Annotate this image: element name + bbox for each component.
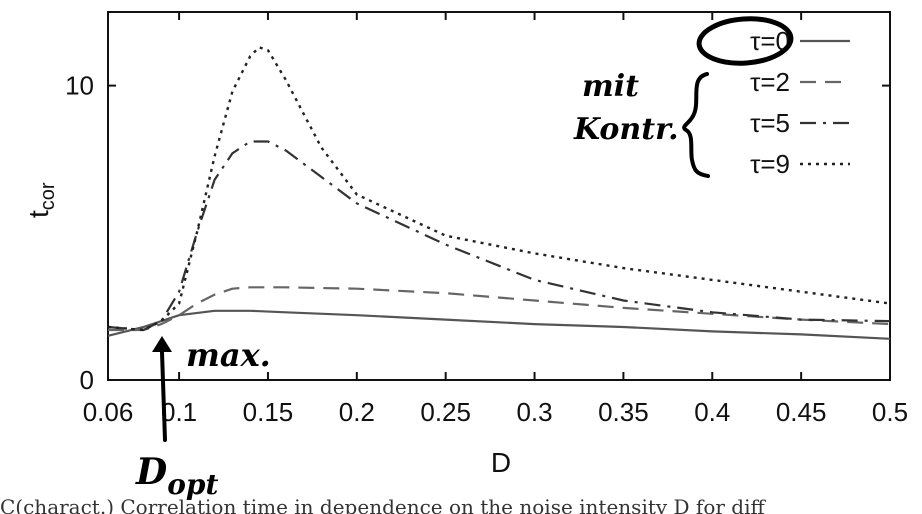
x-tick-label: 0.4	[694, 397, 730, 427]
annotation-dopt: Dopt	[135, 451, 218, 501]
series-line-tau-0	[107, 309, 891, 340]
legend-label: τ=2	[750, 67, 790, 97]
x-tick-label: 0.25	[420, 397, 471, 427]
figure-caption: C(charact.) Correlation time in dependen…	[0, 495, 766, 514]
series-line-tau-2	[107, 140, 891, 332]
y-axis-title-main: t	[23, 210, 54, 218]
series-line-tau-1	[108, 286, 891, 332]
annotation-kontr: Kontr.	[573, 112, 679, 147]
annotation-arrow-head	[152, 336, 172, 352]
x-axis-title: D	[491, 447, 511, 478]
plot-frame	[107, 11, 891, 381]
y-tick-label: 10	[65, 71, 94, 101]
legend: τ=0τ=2τ=5τ=9	[750, 26, 850, 179]
legend-circle-annotation	[696, 16, 794, 66]
annotation-mit: mit	[582, 69, 639, 104]
y-axis-title: tcor	[23, 182, 59, 218]
legend-label: τ=9	[750, 149, 790, 179]
series-lines	[107, 46, 891, 340]
x-tick-label: 0.1	[161, 397, 197, 427]
annotation-brace	[682, 72, 710, 178]
annotation-max: max.	[186, 336, 271, 374]
x-tick-label: 0.06	[83, 397, 134, 427]
x-tick-label: 0.35	[598, 397, 649, 427]
x-tick-label: 0.2	[339, 397, 375, 427]
axis-ticks: 0.06 0.1 0.15 0.2 0.25 0.3 0.35 0.4 0.45 0.5 0 10	[65, 12, 908, 427]
y-axis-title-sub: cor	[37, 182, 59, 210]
x-tick-label: 0.5	[872, 397, 908, 427]
annotation-arrow-shaft	[160, 350, 167, 442]
y-tick-label: 0	[80, 365, 94, 395]
x-tick-label: 0.3	[516, 397, 552, 427]
annotation-dopt-main: D	[135, 451, 167, 493]
annotation-dopt-sub: opt	[167, 468, 218, 501]
legend-label: τ=5	[750, 108, 790, 138]
x-tick-label: 0.45	[776, 397, 827, 427]
series-line-tau-3	[107, 46, 891, 332]
x-tick-label: 0.15	[243, 397, 294, 427]
